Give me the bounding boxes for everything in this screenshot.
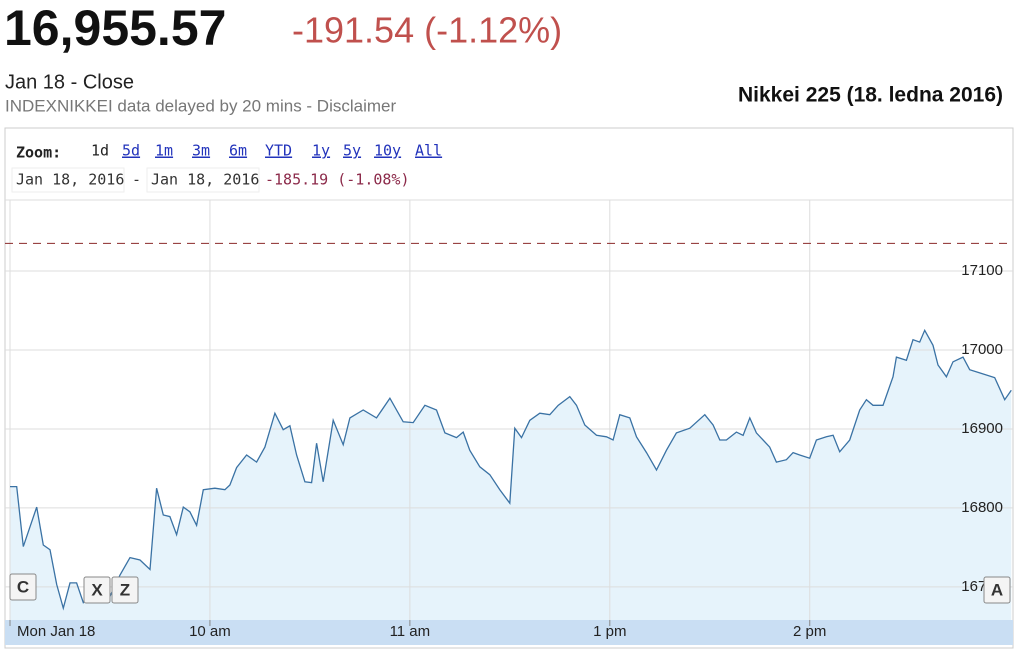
zoom-option[interactable]: All — [415, 142, 442, 160]
zoom-option[interactable]: 5d — [122, 142, 140, 160]
zoom-option[interactable]: 1m — [155, 142, 173, 160]
button[interactable]: X — [83, 576, 111, 604]
button[interactable]: A — [983, 576, 1011, 604]
y-tick-label: 17000 — [961, 341, 1003, 358]
button-label[interactable]: Z — [120, 580, 130, 599]
price-line — [10, 328, 1012, 611]
range-from[interactable]: Jan 18, 2016 — [16, 171, 124, 189]
button-label[interactable]: A — [991, 580, 1003, 599]
price: 16,955.57 — [4, 0, 226, 56]
area — [10, 330, 1012, 620]
date-box — [146, 167, 260, 193]
button[interactable]: Z — [111, 576, 139, 604]
button[interactable]: C — [9, 573, 37, 601]
zoom-option[interactable]: 5y — [343, 142, 361, 160]
caption: Nikkei 225 (18. ledna 2016) — [738, 84, 1003, 107]
x-axis-band — [5, 620, 1013, 645]
y-tick-label: 16800 — [961, 499, 1003, 516]
range-change: -185.19 (-1.08%) — [265, 171, 410, 189]
x-tick-label: 1 pm — [593, 623, 626, 640]
y-tick-label: 17100 — [961, 262, 1003, 279]
zoom-option[interactable]: 10y — [374, 142, 401, 160]
delay-note: INDEXNIKKEI data delayed by 20 mins - Di… — [5, 96, 396, 115]
date-box — [11, 167, 125, 193]
zoom-option[interactable]: 1d — [91, 142, 109, 160]
close-date: Jan 18 - Close — [5, 71, 134, 93]
y-tick-label: 16900 — [961, 420, 1003, 437]
zoom-label: Zoom: — [16, 144, 61, 162]
x-tick-label: 2 pm — [793, 623, 826, 640]
x-tick-label: Mon Jan 18 — [17, 623, 95, 640]
button-label[interactable]: X — [91, 580, 103, 599]
zoom-options: 1d 5d 1m 3m 6m YTD 1y 5y 10y All — [91, 142, 442, 160]
range-separator: - — [132, 171, 141, 189]
zoom-option[interactable]: 1y — [312, 142, 330, 160]
range-to[interactable]: Jan 18, 2016 — [151, 171, 259, 189]
button-label[interactable]: C — [17, 577, 29, 596]
x-tick-label: 11 am — [390, 623, 431, 640]
zoom-option[interactable]: YTD — [265, 142, 292, 160]
x-tick-label: 10 am — [189, 623, 231, 640]
price-change: -191.54 (-1.12%) — [292, 10, 562, 51]
zoom-option[interactable]: 3m — [192, 142, 210, 160]
zoom-option[interactable]: 6m — [229, 142, 247, 160]
